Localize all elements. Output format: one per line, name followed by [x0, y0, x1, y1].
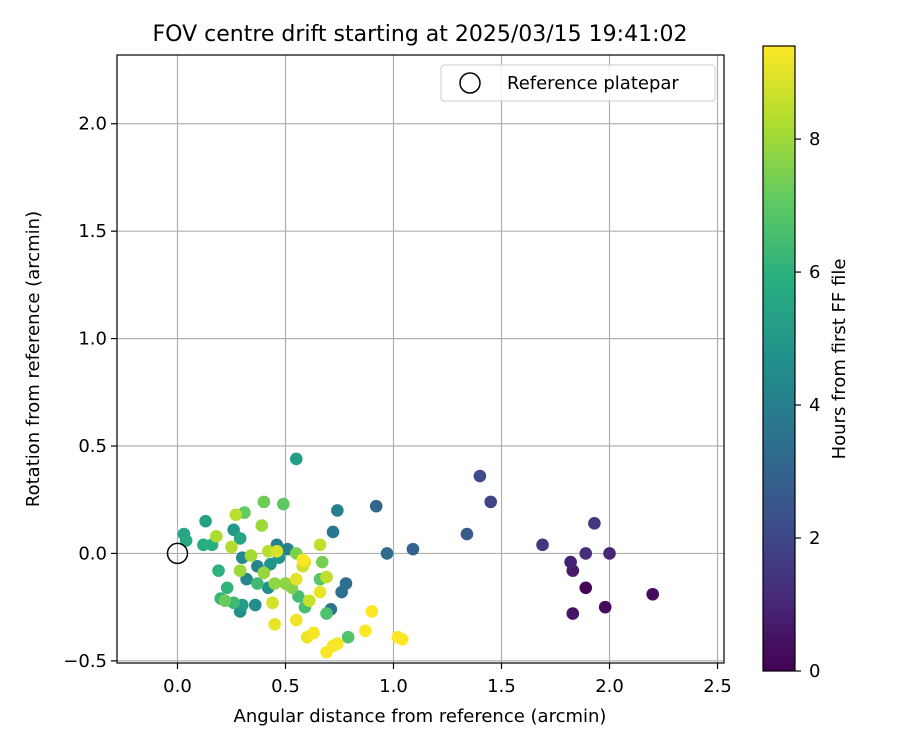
data-point — [210, 529, 223, 543]
data-point — [313, 538, 327, 552]
data-point — [359, 624, 372, 638]
data-point — [277, 497, 290, 511]
legend-box — [440, 64, 716, 102]
data-point — [240, 572, 253, 586]
data-point — [579, 547, 593, 560]
data-point — [326, 525, 340, 539]
data-point — [406, 542, 420, 556]
data-point — [484, 495, 498, 509]
data-point — [197, 538, 210, 552]
data-point — [302, 594, 316, 607]
legend-marker-icon — [459, 72, 481, 94]
colorbar-tick-label: 2 — [809, 528, 820, 549]
y-tick-label: −0.5 — [63, 651, 107, 672]
data-point — [199, 514, 212, 528]
data-point — [289, 572, 303, 586]
data-point — [233, 564, 247, 577]
data-point — [289, 452, 303, 466]
data-point — [279, 577, 292, 590]
data-point — [320, 607, 333, 620]
colorbar — [762, 45, 796, 672]
data-point — [315, 555, 329, 569]
data-point — [266, 596, 279, 610]
data-point — [233, 532, 247, 545]
data-point — [564, 555, 577, 569]
y-tick-label: 1.0 — [78, 329, 107, 350]
data-point — [369, 499, 383, 513]
data-point — [179, 534, 193, 547]
reference-marker-layer — [166, 542, 189, 565]
x-tick-label: 2.0 — [595, 676, 624, 697]
data-point — [268, 577, 281, 590]
chart-title: FOV centre drift starting at 2025/03/15 … — [153, 22, 688, 47]
data-point — [248, 598, 262, 612]
data-point — [536, 538, 549, 552]
colorbar-tick-label: 0 — [809, 661, 820, 682]
legend: Reference platepar — [440, 64, 716, 102]
data-point — [227, 523, 240, 537]
colorbar-tick-label: 4 — [809, 395, 820, 416]
y-axis-label: Rotation from reference (arcmin) — [23, 211, 44, 507]
reference-platepar-marker — [166, 542, 189, 565]
y-axis-ticks: −0.5 0.0 0.5 1.0 1.5 2.0 — [63, 114, 117, 672]
colorbar-tick-label: 6 — [809, 262, 820, 283]
x-tick-label: 0.0 — [163, 676, 192, 697]
data-point — [566, 607, 580, 620]
x-axis-ticks: 0.0 0.5 1.0 1.5 2.0 2.5 — [163, 663, 732, 697]
data-point — [473, 469, 487, 483]
data-point — [229, 508, 243, 522]
data-point — [296, 553, 310, 567]
y-tick-label: 1.5 — [78, 221, 107, 242]
data-point — [646, 587, 660, 601]
data-point — [292, 590, 305, 603]
x-axis-label: Angular distance from reference (arcmin) — [234, 706, 607, 727]
plot-frame — [116, 54, 725, 664]
data-point — [579, 581, 593, 595]
data-point — [257, 495, 271, 509]
x-tick-label: 1.0 — [379, 676, 408, 697]
data-point — [603, 547, 616, 560]
x-tick-label: 2.5 — [703, 676, 732, 697]
data-point — [307, 626, 320, 640]
colorbar-tick-label: 8 — [809, 129, 820, 150]
data-point — [244, 549, 258, 562]
data-point — [380, 547, 394, 560]
scatter-points — [177, 452, 660, 659]
y-tick-label: 0.5 — [78, 436, 107, 457]
data-point — [212, 564, 225, 577]
data-point — [598, 600, 612, 614]
data-point — [460, 527, 474, 541]
grid — [117, 55, 724, 663]
data-point — [313, 585, 327, 599]
x-tick-label: 0.5 — [271, 676, 300, 697]
data-point — [261, 544, 275, 558]
data-point — [257, 566, 271, 580]
data-point — [320, 570, 333, 584]
data-point — [270, 544, 284, 558]
data-point — [331, 637, 344, 650]
data-point — [264, 557, 277, 571]
y-tick-label: 0.0 — [78, 543, 107, 564]
data-point — [331, 504, 344, 517]
colorbar-ticks: 0 2 4 6 8 — [795, 129, 820, 682]
data-point — [395, 633, 409, 646]
legend-entry-label: Reference platepar — [507, 73, 679, 94]
data-point — [255, 519, 269, 532]
data-point — [588, 517, 601, 530]
colorbar-label: Hours from first FF file — [829, 259, 850, 460]
data-point — [225, 540, 238, 554]
data-point — [220, 581, 234, 595]
data-point — [289, 613, 303, 627]
x-tick-label: 1.5 — [487, 676, 516, 697]
data-point — [268, 618, 281, 631]
y-tick-label: 2.0 — [78, 114, 107, 135]
data-point — [365, 605, 379, 618]
data-point — [218, 594, 232, 607]
data-point — [341, 630, 355, 644]
data-point — [335, 585, 348, 599]
data-point — [251, 577, 264, 590]
